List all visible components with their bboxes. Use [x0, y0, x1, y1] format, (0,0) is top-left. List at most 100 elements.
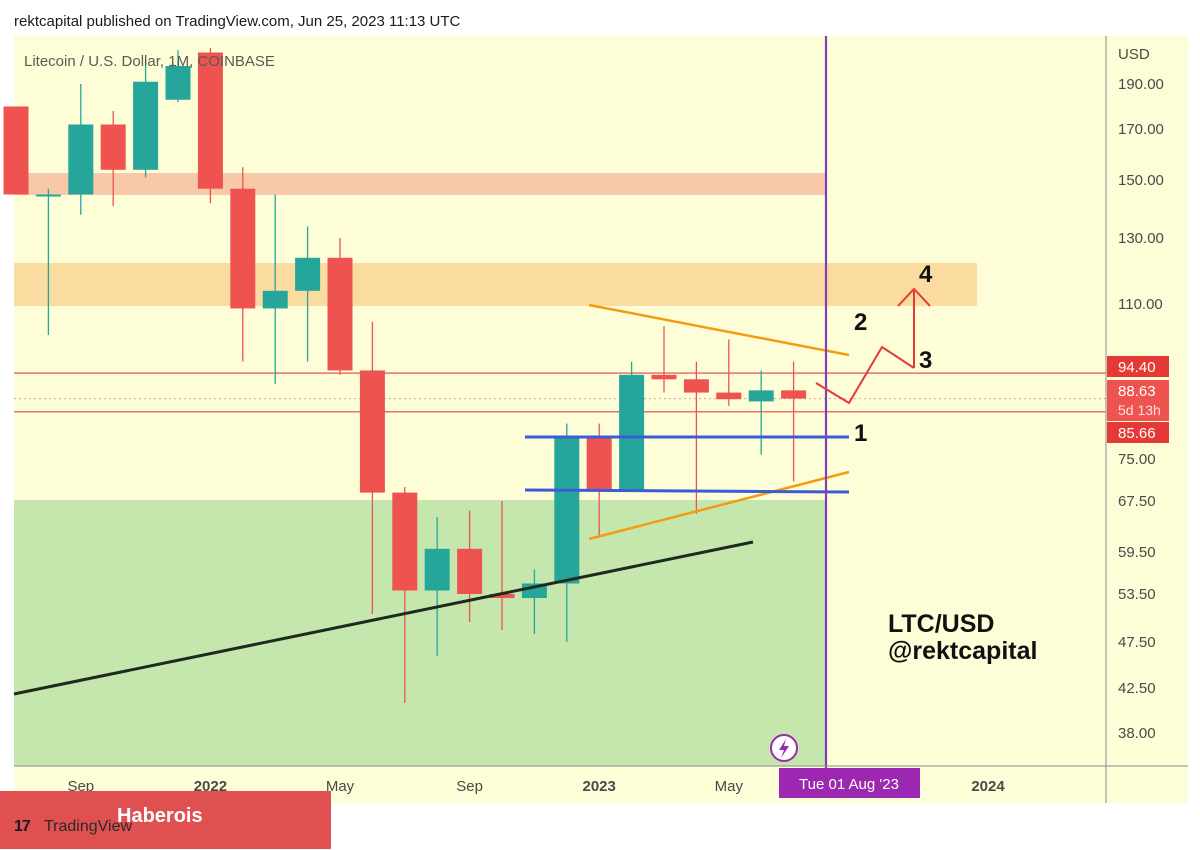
price-tick-label: 38.00 [1118, 725, 1156, 742]
candle-body [683, 379, 709, 393]
time-tick-label: 2023 [583, 778, 616, 795]
time-tick-label: May [326, 778, 355, 795]
candle [197, 48, 223, 204]
price-label-text: 88.63 [1118, 383, 1156, 400]
candle-body [68, 124, 94, 195]
candle [230, 167, 256, 362]
resistance-band-upper [14, 173, 826, 195]
candle-body [554, 436, 580, 584]
candle [392, 487, 418, 703]
candle [327, 238, 353, 375]
candle [489, 501, 515, 630]
price-label-text: 94.40 [1118, 359, 1156, 376]
price-label-text: 85.66 [1118, 425, 1156, 442]
lightning-icon [770, 734, 798, 762]
price-tick-label: 47.50 [1118, 634, 1156, 651]
candle-body [489, 594, 515, 598]
candle [359, 321, 385, 614]
candle-body [3, 106, 29, 195]
annotation-label-2: 2 [854, 309, 867, 336]
price-tick-label: 53.50 [1118, 586, 1156, 603]
support-zone [14, 500, 826, 766]
long-term-trendline [13, 540, 754, 696]
watermark-banner: 17 TradingView Haberois [0, 791, 331, 849]
breakout-arrow-head [897, 287, 931, 307]
candle-body [359, 370, 385, 493]
price-tick-label: 42.50 [1118, 680, 1156, 697]
price-label-box [1107, 356, 1169, 377]
candle [133, 61, 159, 178]
candle-body [197, 52, 223, 189]
price-tick-label: 59.50 [1118, 544, 1156, 561]
candle-body [586, 436, 612, 490]
candle-body [457, 548, 483, 594]
candle-body [262, 290, 288, 309]
candle [651, 326, 677, 393]
candle-body [133, 81, 159, 170]
candle-body [716, 392, 742, 400]
annotation-label-1: 1 [854, 420, 867, 447]
price-tick-label: 190.00 [1118, 76, 1164, 93]
candle [3, 106, 29, 195]
candle [100, 111, 126, 207]
time-tick-label: 2022 [194, 778, 227, 795]
triangle-lower-line [588, 470, 850, 541]
time-tick-label: Sep [456, 778, 483, 795]
lightning-icon-bolt [779, 739, 789, 758]
price-tick-label: 130.00 [1118, 230, 1164, 247]
time-tick-label: Sep [67, 778, 94, 795]
candle-body [748, 390, 774, 402]
annotation-label-4: 4 [919, 261, 933, 288]
candle [262, 194, 288, 384]
candle-body [327, 257, 353, 371]
candle [295, 226, 321, 362]
brand-label: Haberois [117, 805, 203, 827]
chart-title-line-2: @rektcapital [888, 637, 1037, 665]
candle [457, 510, 483, 622]
candle [165, 50, 191, 102]
candle [35, 188, 61, 335]
date-marker-label: Tue 01 Aug '23 [799, 776, 899, 793]
candle-body [165, 66, 191, 100]
candle [424, 516, 450, 656]
resistance-band-lower [14, 263, 977, 306]
price-label-box [1107, 380, 1169, 421]
candle [748, 370, 774, 455]
candle-body [619, 374, 645, 490]
price-tick-label: 67.50 [1118, 493, 1156, 510]
time-tick-label: 2024 [971, 778, 1005, 795]
price-tick-label: 170.00 [1118, 121, 1164, 138]
price-label-box [1107, 422, 1169, 443]
symbol-title: Litecoin / U.S. Dollar, 1M, COINBASE [24, 53, 275, 70]
price-tick-label: 75.00 [1118, 451, 1156, 468]
annotation-label-3: 3 [919, 347, 932, 374]
chart-title-line-1: LTC/USD [888, 610, 994, 638]
tradingview-wordmark: TradingView [44, 818, 133, 835]
candle-body [651, 374, 677, 380]
candle [619, 361, 645, 490]
candle [716, 339, 742, 406]
candle [586, 423, 612, 537]
candle [68, 84, 94, 215]
time-tick-label: May [715, 778, 744, 795]
countdown-label: 5d 13h [1118, 402, 1161, 418]
candle [554, 423, 580, 642]
publish-header: rektcapital published on TradingView.com… [14, 13, 461, 30]
currency-label: USD [1118, 46, 1150, 63]
price-tick-label: 110.00 [1118, 296, 1163, 313]
candle-body [295, 257, 321, 291]
candle-body [392, 492, 418, 591]
date-marker-box [779, 768, 920, 798]
candle-body [35, 194, 61, 197]
candle [781, 361, 807, 482]
candle-body [230, 188, 256, 309]
range-lower-line [524, 488, 850, 494]
price-tick-label: 150.00 [1118, 172, 1164, 189]
tradingview-logo-icon: 17 [14, 818, 31, 835]
candle-body [424, 548, 450, 591]
candle-body [781, 390, 807, 399]
candle-body [100, 124, 126, 170]
projected-path [815, 345, 915, 405]
triangle-upper-line [588, 303, 850, 357]
